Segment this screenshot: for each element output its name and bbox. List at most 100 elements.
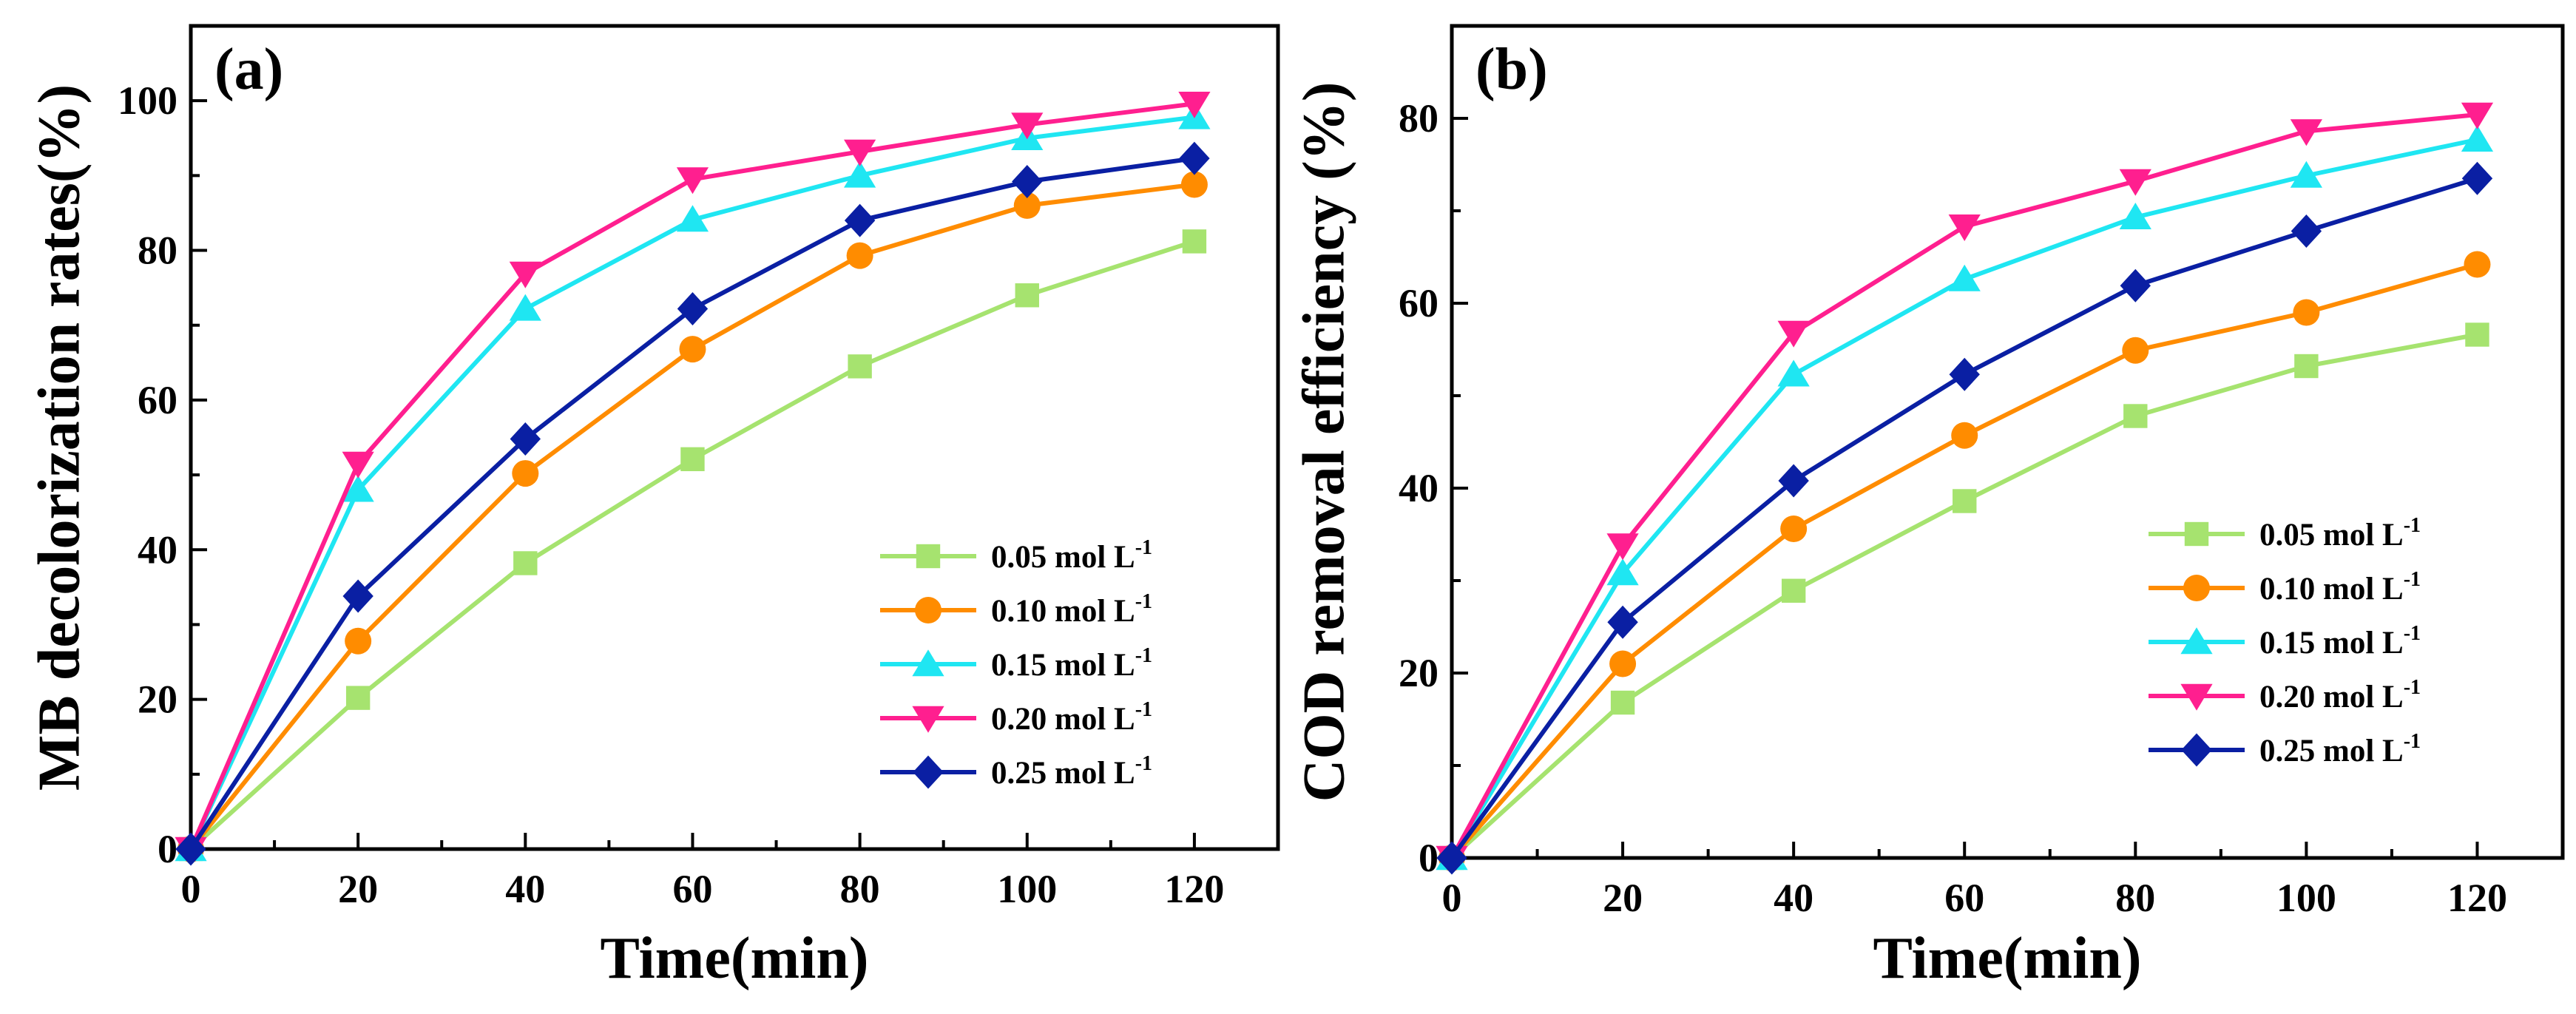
legend-label: 0.05 mol L-1	[2259, 514, 2421, 552]
legend-item: 0.20 mol L-1	[880, 698, 1152, 737]
y-tick-label: 80	[138, 229, 178, 273]
legend-label: 0.20 mol L-1	[2259, 676, 2421, 714]
data-point	[2465, 322, 2489, 347]
y-tick-label: 40	[138, 527, 178, 572]
legend-marker	[2180, 683, 2213, 711]
legend-item: 0.10 mol L-1	[880, 590, 1152, 629]
series-0-25-mol	[1436, 161, 2493, 875]
legend-label-superscript: -1	[1135, 644, 1152, 667]
legend-label: 0.25 mol L-1	[2259, 730, 2421, 768]
legend-marker	[913, 755, 944, 789]
data-point	[1012, 164, 1043, 198]
series-line	[1450, 262, 2478, 859]
x-tick-label: 0	[181, 867, 201, 911]
data-point	[345, 627, 372, 655]
series-line	[189, 182, 1195, 851]
data-point	[509, 294, 541, 321]
legend: 0.05 mol L-1 0.10 mol L-1 0.15 mol L-1 0.20…	[2149, 514, 2421, 768]
data-point	[1780, 516, 1808, 542]
data-point	[1013, 192, 1041, 219]
data-point	[2122, 337, 2149, 364]
data-point	[512, 460, 539, 487]
data-point	[2461, 124, 2494, 152]
legend-marker	[2181, 733, 2212, 767]
data-point	[1948, 214, 1981, 242]
data-point	[1179, 141, 1210, 175]
data-point	[1948, 264, 1981, 291]
plot-frame	[189, 24, 1280, 851]
data-point	[345, 686, 371, 710]
data-point	[1953, 489, 1977, 513]
legend-label: 0.25 mol L-1	[991, 752, 1152, 791]
data-point	[680, 447, 705, 472]
y-axis-title: MB decolorization rates(%)	[27, 84, 92, 791]
series-0-25-mol	[175, 141, 1210, 866]
x-tick-label: 80	[2115, 876, 2155, 920]
legend-item: 0.15 mol L-1	[2149, 622, 2421, 660]
data-point	[2293, 299, 2320, 326]
x-tick-label: 120	[1164, 867, 1224, 911]
data-point	[1607, 605, 1638, 639]
data-point	[1778, 464, 1809, 498]
data-point	[1777, 320, 1810, 348]
chart-panel-a: 0 20 40 60 80 100 120 0 20 40 60 80 100 Time(min) MB d…	[27, 24, 1280, 991]
legend-marker	[915, 597, 942, 623]
data-point	[2119, 169, 2151, 196]
legend-label-superscript: -1	[1135, 698, 1152, 721]
panel-label: (a)	[214, 37, 283, 102]
panel-label: (b)	[1475, 37, 1548, 102]
y-tick-label: 20	[138, 677, 178, 722]
legend-label-superscript: -1	[2404, 676, 2421, 699]
y-tick-label: 0	[158, 827, 178, 871]
data-point	[1777, 359, 1810, 387]
data-point	[1606, 558, 1639, 586]
legend-label: 0.05 mol L-1	[991, 536, 1152, 575]
y-tick-label: 80	[1399, 96, 1439, 141]
plot-frame	[1450, 24, 2565, 860]
y-tick-label: 100	[118, 78, 178, 123]
legend-label: 0.15 mol L-1	[991, 644, 1152, 683]
x-tick-label: 60	[1944, 876, 1984, 920]
legend-label-superscript: -1	[2404, 568, 2421, 591]
data-point	[2119, 202, 2151, 229]
x-tick-label: 0	[1442, 876, 1462, 920]
data-point	[1436, 841, 1467, 875]
x-tick-label: 20	[1603, 876, 1643, 920]
y-tick-label: 60	[138, 378, 178, 422]
y-tick-label: 20	[1399, 651, 1439, 695]
legend-item: 0.05 mol L-1	[880, 536, 1152, 575]
data-point	[1781, 578, 1806, 603]
x-tick-label: 80	[840, 867, 880, 911]
data-point	[1610, 690, 1635, 715]
data-point	[846, 242, 873, 269]
x-tick-label: 60	[672, 867, 712, 911]
data-point	[342, 475, 374, 502]
data-point	[2120, 268, 2151, 302]
legend-label: 0.10 mol L-1	[991, 590, 1152, 629]
data-point	[2290, 119, 2322, 146]
data-point	[677, 291, 709, 325]
data-point	[1178, 92, 1211, 119]
data-point	[342, 579, 373, 613]
data-point	[342, 451, 374, 479]
data-point	[1015, 283, 1039, 308]
data-point	[175, 832, 206, 866]
legend-label-superscript: -1	[1135, 752, 1152, 775]
data-point	[1180, 171, 1208, 198]
data-point	[1951, 422, 1978, 449]
x-tick-label: 100	[2276, 876, 2336, 920]
data-point	[2294, 354, 2319, 379]
y-tick-label: 0	[1419, 836, 1439, 880]
legend-item: 0.10 mol L-1	[2149, 568, 2421, 606]
legend-marker	[912, 706, 944, 733]
data-point	[844, 203, 876, 237]
series-0-10-mol	[1439, 251, 2491, 871]
legend-label: 0.15 mol L-1	[2259, 622, 2421, 660]
data-point	[2461, 161, 2493, 195]
data-point	[2291, 214, 2322, 248]
data-point	[1011, 112, 1044, 140]
legend-item: 0.15 mol L-1	[880, 644, 1152, 683]
data-point	[2290, 160, 2322, 188]
data-point	[2123, 404, 2148, 428]
